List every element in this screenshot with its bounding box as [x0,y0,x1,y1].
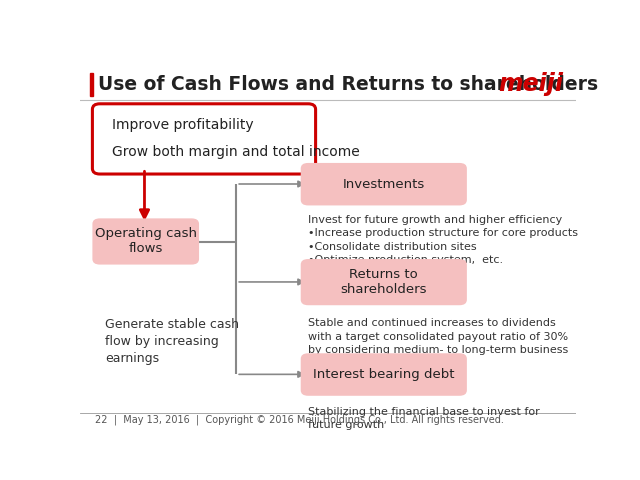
Text: 22  |  May 13, 2016  |  Copyright © 2016 Meiji Holdings Co., Ltd. All rights res: 22 | May 13, 2016 | Copyright © 2016 Mei… [95,415,504,425]
Bar [90,73,93,96]
Text: Generate stable cash
flow by increasing
earnings: Generate stable cash flow by increasing … [105,318,239,365]
Text: Investments: Investments [342,178,425,191]
Text: Returns to
shareholders: Returns to shareholders [340,268,427,296]
Text: Invest for future growth and higher efficiency
•Increase production structure fo: Invest for future growth and higher effi… [308,215,578,265]
Text: Grow both margin and total income: Grow both margin and total income [112,145,360,159]
Text: Improve profitability: Improve profitability [112,118,254,132]
Text: Stabilizing the financial base to invest for
future growth: Stabilizing the financial base to invest… [308,407,540,431]
FancyBboxPatch shape [92,104,316,174]
FancyBboxPatch shape [301,259,467,305]
FancyBboxPatch shape [92,218,199,264]
Text: Use of Cash Flows and Returns to shareholders: Use of Cash Flows and Returns to shareho… [98,75,598,94]
Text: meiji: meiji [499,72,564,96]
FancyBboxPatch shape [301,163,467,205]
Text: Operating cash
flows: Operating cash flows [95,228,196,255]
FancyBboxPatch shape [301,353,467,396]
Text: Stable and continued increases to dividends
with a target consolidated payout ra: Stable and continued increases to divide… [308,318,568,369]
Text: Interest bearing debt: Interest bearing debt [313,368,454,381]
